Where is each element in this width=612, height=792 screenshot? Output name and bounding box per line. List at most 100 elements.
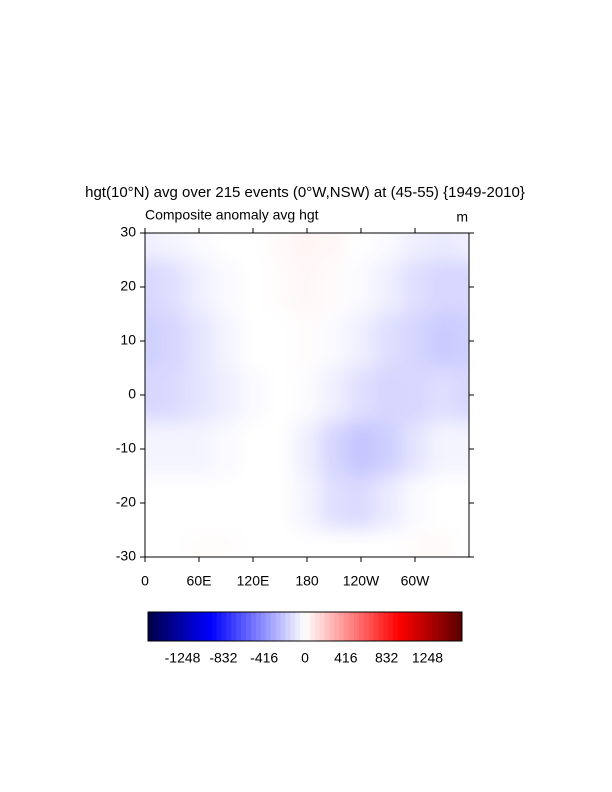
field-cell bbox=[145, 233, 159, 261]
field-cell bbox=[401, 260, 429, 315]
field bbox=[145, 233, 469, 557]
field-cell bbox=[401, 476, 429, 531]
x-tick-label: 60W bbox=[401, 573, 431, 589]
field-cell bbox=[455, 476, 469, 531]
colorbar-cell bbox=[412, 612, 419, 641]
field-cell bbox=[266, 233, 294, 261]
field-cell bbox=[455, 233, 469, 261]
colorbar-frame bbox=[147, 611, 463, 642]
field-cell bbox=[239, 476, 267, 531]
colorbar-cell bbox=[408, 612, 414, 641]
field-cell bbox=[158, 368, 186, 423]
field-cell bbox=[239, 260, 267, 315]
colorbar-cell bbox=[226, 612, 232, 641]
y-tick-label: 30 bbox=[120, 224, 136, 240]
colorbar-cell bbox=[211, 612, 218, 641]
field-cell bbox=[374, 260, 402, 315]
colorbar-cell bbox=[329, 612, 335, 641]
field-cell bbox=[212, 314, 240, 369]
field-cell bbox=[212, 422, 240, 477]
field-cell bbox=[185, 233, 213, 261]
field-cell bbox=[145, 422, 159, 477]
colorbar-cell bbox=[442, 612, 448, 641]
colorbar-label: 832 bbox=[375, 650, 399, 666]
field-cell bbox=[374, 368, 402, 423]
y-tick-label: 0 bbox=[128, 386, 136, 402]
colorbar-cell bbox=[162, 612, 169, 641]
field-cell bbox=[320, 422, 348, 477]
colorbar-cell bbox=[378, 612, 384, 641]
colorbar-cell bbox=[167, 612, 173, 641]
colorbar-cell bbox=[452, 612, 458, 641]
field-cell bbox=[185, 476, 213, 531]
field-cell bbox=[401, 314, 429, 369]
colorbar-cell bbox=[373, 612, 379, 641]
field-cell bbox=[239, 368, 267, 423]
field-cell bbox=[145, 368, 159, 423]
colorbar-cell bbox=[300, 612, 306, 641]
colorbar-cell bbox=[432, 612, 438, 641]
field-cell bbox=[185, 422, 213, 477]
colorbar-cell bbox=[417, 612, 424, 641]
colorbar-cell bbox=[393, 612, 399, 641]
x-tick-label: 120W bbox=[343, 573, 380, 589]
colorbar-cell bbox=[285, 612, 291, 641]
colorbar-cell bbox=[403, 612, 409, 641]
colorbar-cell bbox=[251, 612, 257, 641]
y-tick-label: -10 bbox=[116, 440, 136, 456]
colorbar-cell bbox=[182, 612, 188, 641]
field-cell bbox=[428, 530, 456, 557]
x-tick-label: 0 bbox=[141, 573, 149, 589]
field-cell bbox=[145, 314, 159, 369]
y-tick-label: -30 bbox=[116, 548, 136, 564]
y-tick-label: -20 bbox=[116, 494, 136, 510]
field-cell bbox=[401, 530, 429, 557]
field-cell bbox=[266, 530, 294, 557]
colorbar-cell bbox=[275, 612, 281, 641]
subtitle: Composite anomaly avg hgt bbox=[145, 207, 319, 223]
colorbar-cell bbox=[157, 612, 164, 641]
field-cell bbox=[266, 260, 294, 315]
colorbar-cell bbox=[319, 612, 326, 641]
field-cell bbox=[374, 422, 402, 477]
colorbar-cell bbox=[437, 612, 443, 641]
field-cell bbox=[158, 530, 186, 557]
field-cell bbox=[185, 314, 213, 369]
field-cell bbox=[320, 314, 348, 369]
field-cell bbox=[374, 476, 402, 531]
colorbar-cell bbox=[305, 612, 311, 641]
field-cell bbox=[347, 314, 375, 369]
field-cell bbox=[266, 368, 294, 423]
field-cell bbox=[158, 422, 186, 477]
colorbar-cell bbox=[447, 612, 453, 641]
field-cell bbox=[266, 422, 294, 477]
colorbar-cell bbox=[206, 612, 213, 641]
field-cell bbox=[428, 314, 456, 369]
field-cell bbox=[293, 260, 321, 315]
field-cell bbox=[347, 422, 375, 477]
colorbar-label: -832 bbox=[209, 650, 237, 666]
colorbar-cell bbox=[344, 612, 350, 641]
colorbar-cell bbox=[290, 612, 296, 641]
x-tick-label: 60E bbox=[187, 573, 212, 589]
field-cell bbox=[320, 260, 348, 315]
field-cell bbox=[266, 476, 294, 531]
field-cell bbox=[212, 530, 240, 557]
field-cell bbox=[320, 530, 348, 557]
colorbar-cell bbox=[339, 612, 345, 641]
colorbar-cell bbox=[187, 612, 193, 641]
field-cell bbox=[293, 422, 321, 477]
field-cell bbox=[158, 233, 186, 261]
colorbar-label: -416 bbox=[250, 650, 278, 666]
colorbar-cell bbox=[349, 612, 355, 641]
colorbar-cell bbox=[241, 612, 247, 641]
x-tick-label: 120E bbox=[237, 573, 270, 589]
field-cell bbox=[428, 476, 456, 531]
field-cell bbox=[374, 530, 402, 557]
field-cell bbox=[145, 476, 159, 531]
colorbar-cell bbox=[314, 612, 321, 641]
colorbar-cell bbox=[368, 612, 375, 641]
field-cell bbox=[401, 368, 429, 423]
